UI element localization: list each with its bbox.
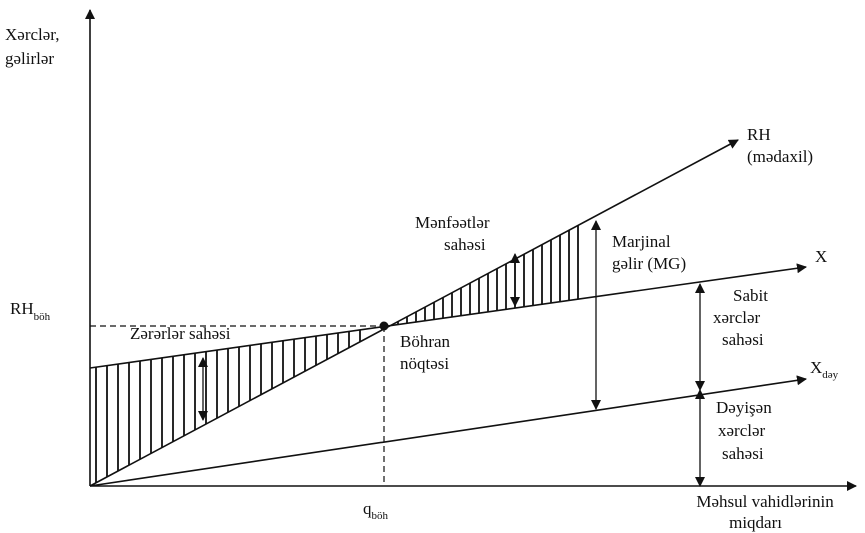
total-cost-line-x — [89, 263, 807, 369]
xdey-line-label: Xdəy — [810, 358, 839, 381]
fixed-cost-label: Sabit xərclər sahəsi — [713, 286, 772, 349]
profit-area-label: Mənfəətlər sahəsi — [415, 213, 494, 254]
rh-line-label: RH (mədaxil) — [747, 125, 813, 166]
q-boh-label: qböh — [363, 499, 389, 522]
breakeven-label: Böhran nöqtəsi — [400, 332, 454, 373]
rh-boh-label: RHböh — [10, 299, 51, 323]
loss-area-label: Zərərlər sahəsi — [130, 324, 231, 343]
marginal-income-label: Marjinal gəlir (MG) — [612, 232, 686, 273]
revenue-line-rh — [89, 139, 739, 487]
x-axis-label: Məhsul vahidlərinin miqdarı — [696, 492, 838, 532]
variable-cost-label: Dəyişən xərclər sahəsi — [716, 398, 776, 463]
breakeven-point — [379, 321, 389, 331]
y-axis-label: Xərclər, gəlirlər — [5, 25, 64, 68]
x-line-label: X — [815, 247, 827, 266]
variable-cost-line-xdey — [89, 375, 807, 487]
